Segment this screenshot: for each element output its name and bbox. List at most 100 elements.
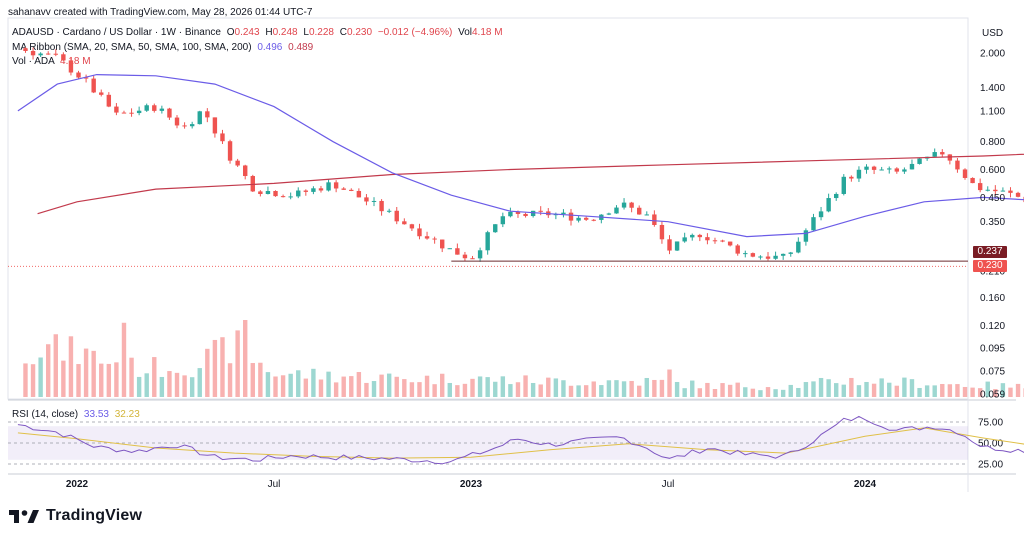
volume-bar bbox=[849, 377, 854, 397]
volume-bar bbox=[955, 384, 960, 397]
tradingview-brand[interactable]: TradingView bbox=[8, 507, 142, 525]
volume-bar bbox=[159, 376, 165, 397]
candle-body bbox=[30, 50, 36, 56]
volume-legend-label[interactable]: Vol · ADA bbox=[12, 56, 55, 67]
volume-bar bbox=[1000, 383, 1006, 397]
candle-body bbox=[644, 214, 649, 216]
candle-body bbox=[1008, 190, 1013, 193]
volume-bar bbox=[993, 389, 998, 397]
volume-bar bbox=[788, 384, 793, 397]
volume-bar bbox=[538, 384, 543, 397]
candle-body bbox=[538, 210, 543, 212]
volume-bar bbox=[152, 357, 157, 397]
candle-body bbox=[23, 48, 28, 51]
candle-body bbox=[561, 212, 566, 215]
candle-body bbox=[871, 166, 877, 170]
price-tick-label: 0.120 bbox=[980, 321, 1005, 332]
candle-body bbox=[500, 216, 506, 225]
volume-bar bbox=[91, 350, 96, 397]
time-tick-label: Jul bbox=[268, 479, 281, 490]
volume-bar bbox=[83, 348, 89, 397]
rsi-line bbox=[17, 415, 1024, 465]
chart-attribution: sahanavv created with TradingView.com, M… bbox=[8, 7, 313, 18]
volume-bar bbox=[356, 372, 362, 397]
candle-body bbox=[243, 165, 248, 177]
volume-bar bbox=[629, 380, 634, 397]
volume-bar bbox=[977, 388, 983, 397]
volume-bar bbox=[288, 373, 293, 397]
volume-bar bbox=[220, 337, 225, 397]
candle-body bbox=[455, 248, 460, 255]
volume-bar bbox=[303, 378, 309, 397]
volume-bar bbox=[265, 372, 271, 397]
candle-body bbox=[902, 169, 907, 172]
volume-bar bbox=[38, 357, 43, 397]
candle-body bbox=[887, 168, 892, 170]
volume-bar bbox=[243, 320, 248, 397]
volume-bar bbox=[553, 378, 559, 397]
volume-bar bbox=[735, 382, 740, 397]
candle-body bbox=[955, 160, 960, 170]
candle-body bbox=[129, 112, 134, 114]
sma-200-line bbox=[37, 153, 1024, 215]
ma-ribbon-legend[interactable]: MA Ribbon (SMA, 20, SMA, 50, SMA, 100, S… bbox=[12, 42, 313, 53]
candle-body bbox=[682, 237, 687, 242]
candle-body bbox=[440, 239, 445, 249]
candle-body bbox=[879, 169, 884, 171]
volume-bar bbox=[644, 377, 649, 397]
volume-bar bbox=[318, 379, 324, 397]
candle-body bbox=[864, 166, 869, 170]
volume-bar bbox=[523, 375, 528, 397]
volume-bar bbox=[970, 387, 975, 397]
volume-bar bbox=[53, 334, 58, 397]
volume-bar bbox=[167, 371, 172, 397]
candle-body bbox=[796, 241, 801, 253]
candle-body bbox=[197, 111, 202, 125]
price-tick-label: 0.160 bbox=[980, 293, 1005, 304]
volume-bar bbox=[424, 375, 430, 397]
rsi-legend-label[interactable]: RSI (14, close) bbox=[12, 409, 79, 420]
currency-label[interactable]: USD bbox=[982, 28, 1004, 39]
volume-bar bbox=[659, 379, 665, 397]
rsi-legend[interactable]: RSI (14, close) 33.53 32.23 bbox=[12, 409, 140, 420]
symbol-title[interactable]: ADAUSD · Cardano / US Dollar · 1W · Bina… bbox=[12, 27, 221, 38]
candle-body bbox=[856, 169, 862, 179]
volume-bar bbox=[940, 383, 945, 397]
volume-bar bbox=[485, 377, 490, 397]
volume-bars bbox=[23, 320, 1024, 397]
candle-body bbox=[970, 177, 975, 184]
volume-bar bbox=[985, 381, 990, 397]
volume-bar bbox=[500, 376, 506, 397]
ma-ribbon-label[interactable]: MA Ribbon (SMA, 20, SMA, 50, SMA, 100, S… bbox=[12, 42, 252, 53]
symbol-legend[interactable]: ADAUSD · Cardano / US Dollar · 1W · Bina… bbox=[12, 27, 503, 38]
price-tick-label: 0.059 bbox=[980, 390, 1005, 401]
candle-body bbox=[68, 60, 74, 73]
candle-body bbox=[311, 188, 316, 192]
volume-legend[interactable]: Vol · ADA 4.18 M bbox=[12, 56, 91, 67]
ohlc-close-value: 0.230 bbox=[347, 27, 373, 38]
candle-body bbox=[1015, 192, 1021, 197]
volume-bar bbox=[508, 384, 513, 397]
candle-body bbox=[386, 210, 392, 212]
volume-bar bbox=[447, 382, 452, 397]
volume-bar bbox=[99, 363, 104, 397]
volume-bar bbox=[144, 373, 149, 397]
candle-body bbox=[735, 245, 740, 254]
volume-bar bbox=[23, 363, 28, 397]
volume-bar bbox=[432, 384, 437, 397]
volume-bar bbox=[667, 369, 672, 397]
price-tick-label: 0.075 bbox=[980, 366, 1005, 377]
candle-body bbox=[227, 141, 233, 161]
price-tick-label: 0.800 bbox=[980, 137, 1005, 148]
volume-bar bbox=[493, 381, 498, 397]
volume-bar bbox=[879, 378, 884, 397]
volume-bar bbox=[690, 380, 695, 397]
candle-body bbox=[1000, 190, 1006, 192]
volume-bar bbox=[462, 383, 468, 397]
volume-bar bbox=[470, 378, 475, 397]
candle-body bbox=[773, 255, 778, 259]
candle-body bbox=[576, 217, 581, 221]
volume-bar bbox=[76, 364, 81, 397]
time-tick-label: 2022 bbox=[66, 479, 89, 490]
